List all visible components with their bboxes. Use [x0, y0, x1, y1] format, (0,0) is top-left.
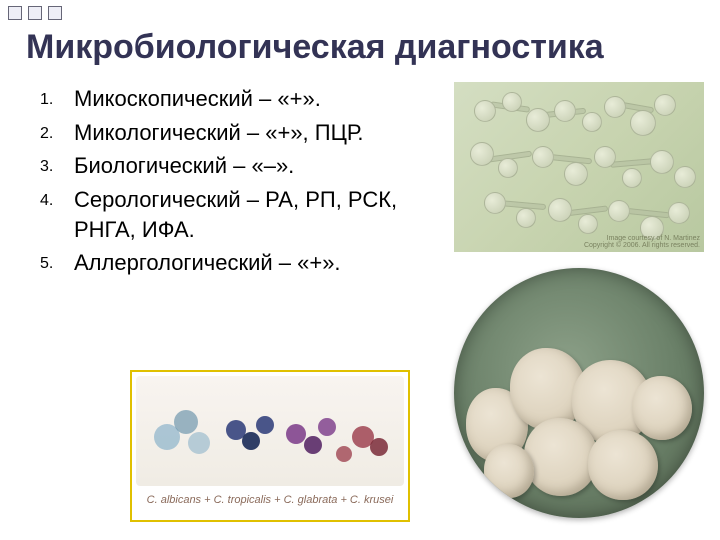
list-text: Серологический – РА, РП, РСК, РНГА, ИФА.	[74, 185, 440, 244]
petri-dish-image	[454, 268, 704, 518]
list-text: Микологический – «+», ПЦР.	[74, 118, 440, 148]
list-item: 3.Биологический – «–».	[40, 151, 440, 181]
list-text: Биологический – «–».	[74, 151, 440, 181]
microscopy-image: Image courtesy of N. Martinez Copyright …	[454, 82, 704, 252]
slide-title: Микробиологическая диагностика	[26, 28, 700, 67]
smear-caption: C. albicans + C. tropicalis + C. glabrat…	[136, 494, 404, 506]
list-item: 2.Микологический – «+», ПЦР.	[40, 118, 440, 148]
list-item: 1.Микоскопический – «+».	[40, 84, 440, 114]
list-number: 5.	[40, 248, 74, 278]
list-item: 5. Аллергологический – «+».	[40, 248, 440, 278]
image-credit-line-2: Copyright © 2006. All rights reserved.	[584, 242, 700, 250]
list-item: 4.Серологический – РА, РП, РСК, РНГА, ИФ…	[40, 185, 440, 244]
list-number: 4.	[40, 185, 74, 244]
list-number: 2.	[40, 118, 74, 148]
method-list: 1.Микоскопический – «+».2.Микологический…	[40, 84, 440, 282]
list-number: 1.	[40, 84, 74, 114]
list-text: Микоскопический – «+».	[74, 84, 440, 114]
list-number: 3.	[40, 151, 74, 181]
smear-image-card: C. albicans + C. tropicalis + C. glabrat…	[130, 370, 410, 522]
list-text: Аллергологический – «+».	[74, 248, 440, 278]
decorative-bullets	[8, 6, 62, 20]
